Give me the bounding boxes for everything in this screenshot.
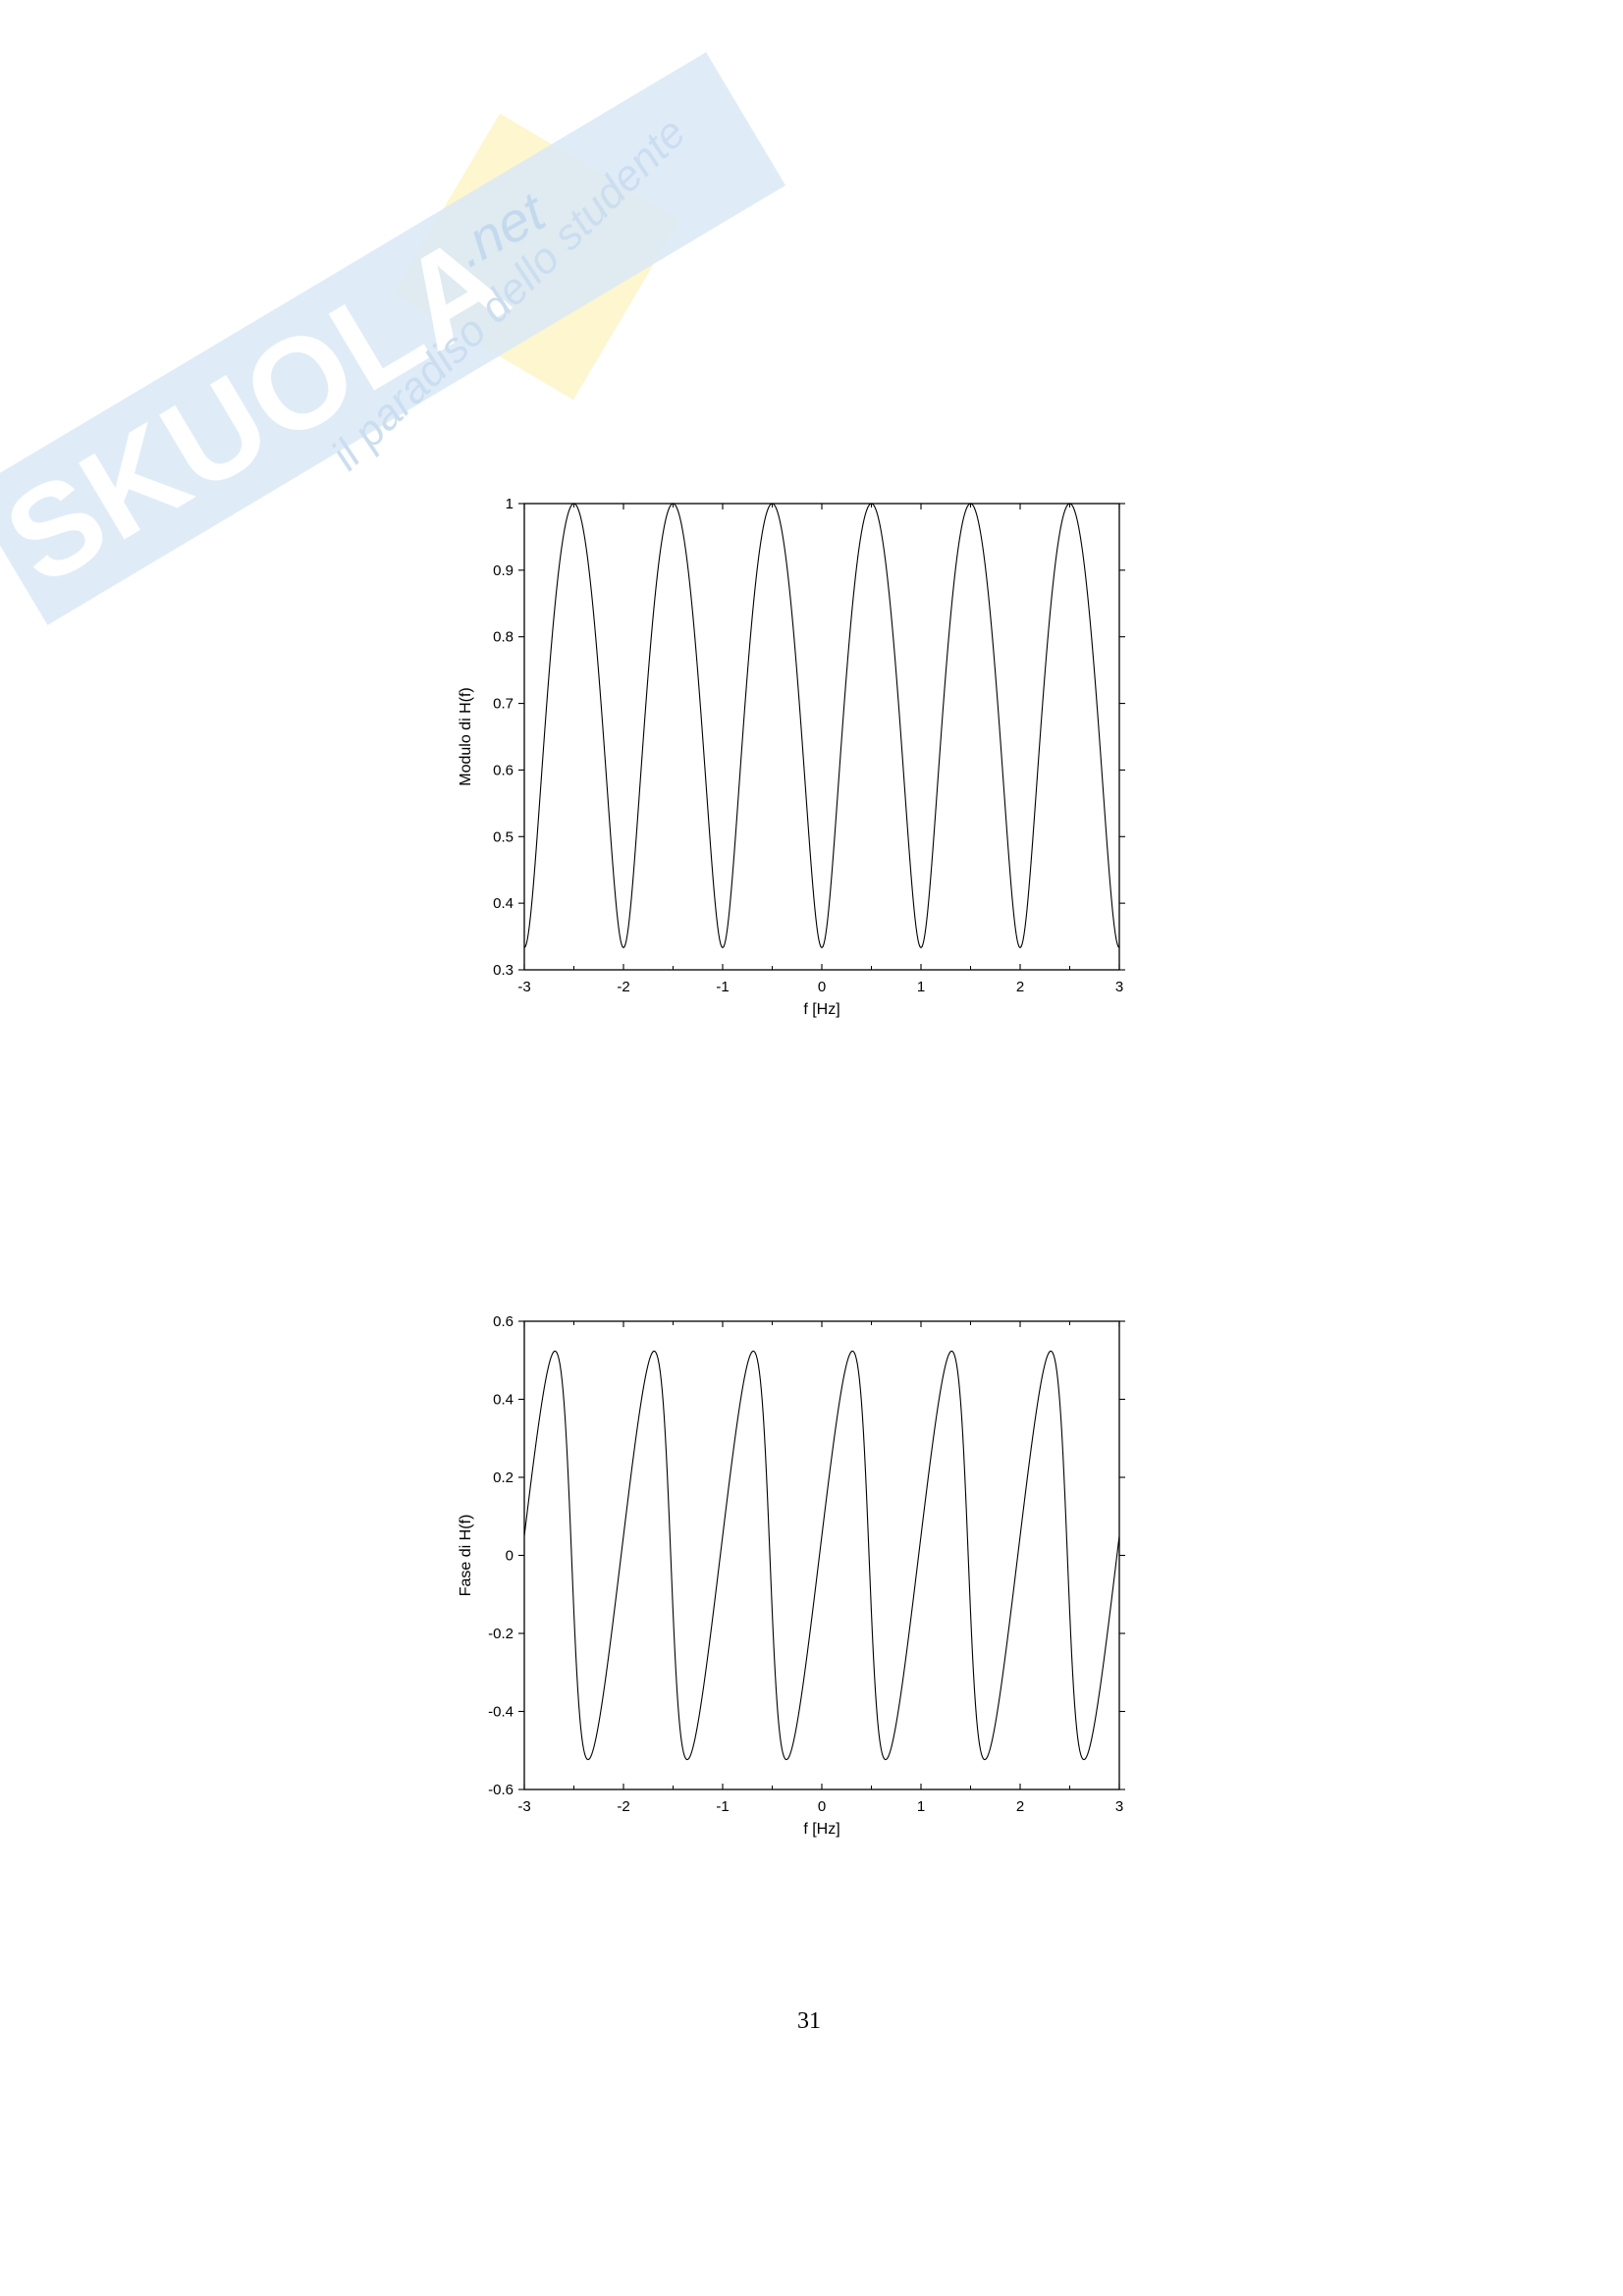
svg-text:0.6: 0.6 <box>493 1313 514 1330</box>
svg-text:0.4: 0.4 <box>493 1392 514 1409</box>
svg-text:-0.4: -0.4 <box>488 1704 514 1721</box>
svg-text:1: 1 <box>917 1798 925 1815</box>
svg-text:Fase di H(f): Fase di H(f) <box>458 1515 474 1597</box>
svg-text:-2: -2 <box>617 1798 629 1815</box>
svg-text:0.2: 0.2 <box>493 1469 514 1486</box>
svg-text:2: 2 <box>1016 1798 1024 1815</box>
svg-text:-0.6: -0.6 <box>488 1782 514 1798</box>
svg-text:0: 0 <box>818 1798 826 1815</box>
svg-text:f [Hz]: f [Hz] <box>803 1821 839 1838</box>
svg-text:-1: -1 <box>716 1798 729 1815</box>
svg-text:3: 3 <box>1115 1798 1123 1815</box>
svg-text:-3: -3 <box>517 1798 530 1815</box>
svg-text:-0.2: -0.2 <box>488 1626 514 1642</box>
svg-text:0: 0 <box>506 1548 514 1565</box>
